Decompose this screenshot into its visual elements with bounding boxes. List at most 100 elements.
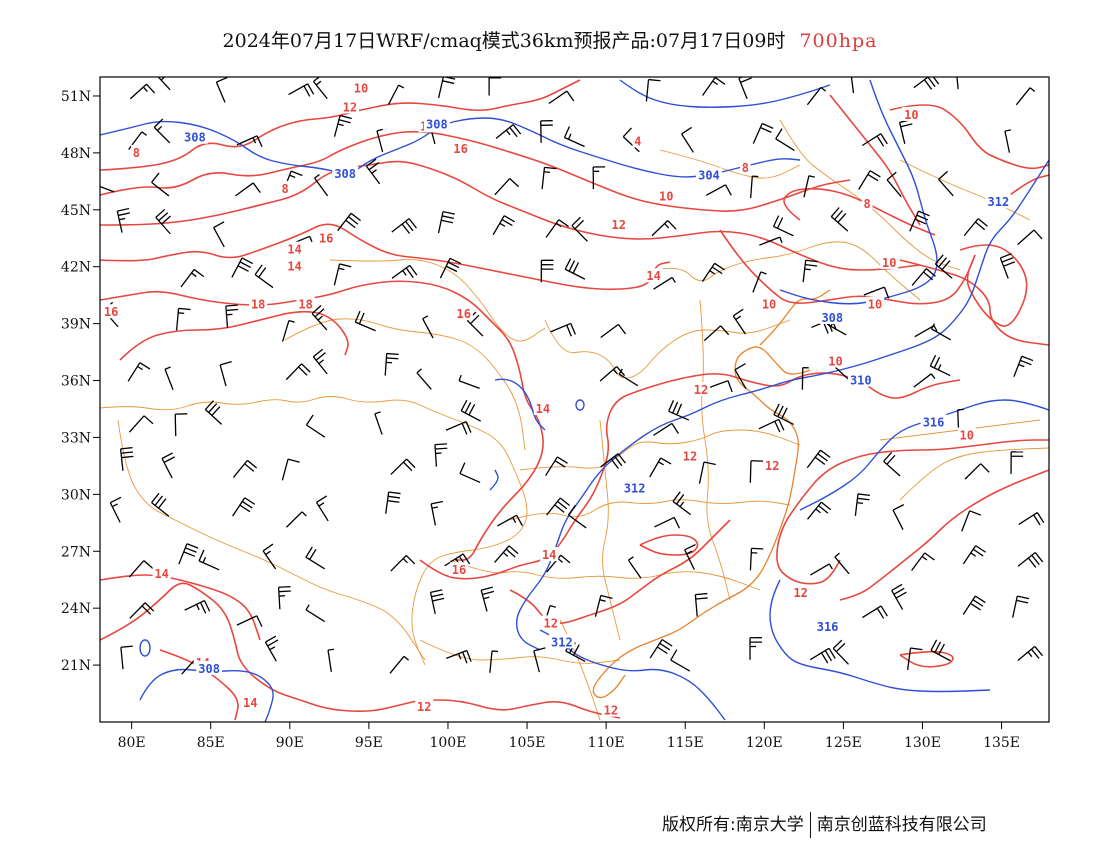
y-tick-label: 24N — [61, 601, 91, 617]
wind-barb — [151, 492, 170, 517]
wind-barb — [938, 170, 954, 197]
wind-barb — [1010, 451, 1024, 474]
wind-barb — [391, 264, 418, 279]
wind-barb — [627, 556, 642, 579]
wind-barb — [684, 543, 696, 570]
height-label-bg — [332, 165, 359, 180]
temperature-label-bg — [541, 615, 560, 630]
wind-barb — [907, 647, 923, 670]
y-tick-label: 39N — [61, 317, 91, 333]
wind-barb — [285, 363, 311, 381]
wind-barb — [198, 549, 220, 571]
wind-barb — [653, 276, 676, 290]
temperature-label-bg — [759, 296, 779, 311]
wind-barb — [670, 649, 691, 672]
wind-barb — [707, 380, 733, 393]
wind-barb — [702, 77, 726, 96]
wind-barb — [809, 647, 836, 664]
wind-barb — [832, 639, 849, 665]
coastline — [592, 346, 811, 699]
wind-barb — [305, 546, 325, 570]
wind-barb — [285, 511, 307, 528]
wind-barb — [460, 399, 481, 422]
height-label: 308 — [821, 311, 843, 325]
height-label-bg — [985, 194, 1012, 209]
y-tick-label: 51N — [61, 89, 91, 105]
temperature-label-bg — [609, 216, 628, 231]
wind-barb — [600, 453, 626, 469]
wind-barb — [705, 184, 732, 196]
wind-barb — [694, 592, 708, 617]
wind-barb — [749, 460, 763, 483]
wind-barb — [281, 458, 300, 481]
temperature-label: 14 — [646, 269, 660, 283]
wind-barb — [681, 126, 694, 153]
wind-barb — [489, 650, 499, 673]
height-contour — [515, 159, 1049, 651]
wind-barb — [913, 77, 940, 90]
wind-barb — [930, 323, 951, 341]
wind-barb — [801, 367, 809, 390]
temperature-label-bg — [791, 585, 810, 599]
temperature-label: 14 — [287, 260, 301, 274]
wind-barb — [758, 418, 785, 433]
wind-barb — [389, 655, 410, 674]
height-contour — [489, 469, 499, 491]
wind-barbs — [100, 77, 1045, 675]
wind-barb — [494, 545, 519, 563]
wind-barb — [1013, 355, 1034, 378]
wind-barb — [128, 560, 154, 578]
geopotential-height-contours — [100, 79, 1049, 722]
temperature-contour — [100, 223, 671, 291]
wind-barb — [600, 323, 627, 338]
wind-barb — [314, 174, 329, 197]
wind-barb — [672, 491, 692, 516]
temperature-label-bg — [131, 144, 142, 159]
wind-barb — [830, 207, 849, 232]
wind-barb — [174, 413, 188, 437]
wind-barb — [909, 210, 930, 232]
wind-barb — [571, 216, 588, 242]
height-label: 308 — [426, 117, 448, 131]
wind-barb — [546, 497, 571, 516]
temperature-label: 12 — [604, 704, 618, 718]
temperature-label-bg — [101, 304, 121, 319]
wind-barb — [153, 118, 171, 144]
wind-barb — [1018, 511, 1045, 526]
province-boundary — [284, 318, 526, 451]
height-contour — [619, 79, 831, 108]
wind-barb — [1015, 87, 1036, 106]
height-contour — [539, 629, 726, 721]
wind-barb — [445, 420, 472, 435]
province-boundary — [544, 319, 791, 379]
temperature-contour — [100, 79, 581, 171]
province-boundary — [599, 419, 621, 641]
temperature-label-bg — [449, 562, 469, 577]
wind-barb — [1017, 552, 1044, 568]
wind-barb — [225, 304, 239, 329]
temperature-label: 10 — [354, 81, 368, 95]
wind-barb — [119, 446, 134, 471]
province-boundary — [329, 259, 546, 342]
wind-barb — [545, 456, 568, 476]
wind-barb — [232, 497, 256, 517]
wind-barb — [129, 602, 155, 619]
temperature-label: 12 — [612, 218, 626, 232]
chart-title: 2024年07月17日WRF/cmaq模式36km预报产品:07月17日09时 7… — [0, 26, 1100, 53]
wind-barb — [962, 595, 986, 615]
temperature-label-bg — [285, 241, 304, 256]
temperature-label-bg — [680, 448, 700, 463]
wind-barb — [592, 166, 606, 189]
wind-barb — [492, 215, 515, 236]
wind-barb — [863, 286, 890, 299]
temperature-label-bg — [691, 382, 711, 397]
temperature-label: 14 — [287, 243, 301, 257]
temperature-label: 4 — [634, 135, 641, 149]
temperature-label-bg — [317, 230, 336, 245]
y-tick-label: 21N — [61, 658, 91, 674]
wind-barb — [120, 645, 133, 670]
temperature-label-bg — [152, 566, 171, 581]
wind-barb — [734, 363, 747, 390]
wind-barb — [129, 83, 156, 100]
wind-barb — [416, 368, 432, 390]
